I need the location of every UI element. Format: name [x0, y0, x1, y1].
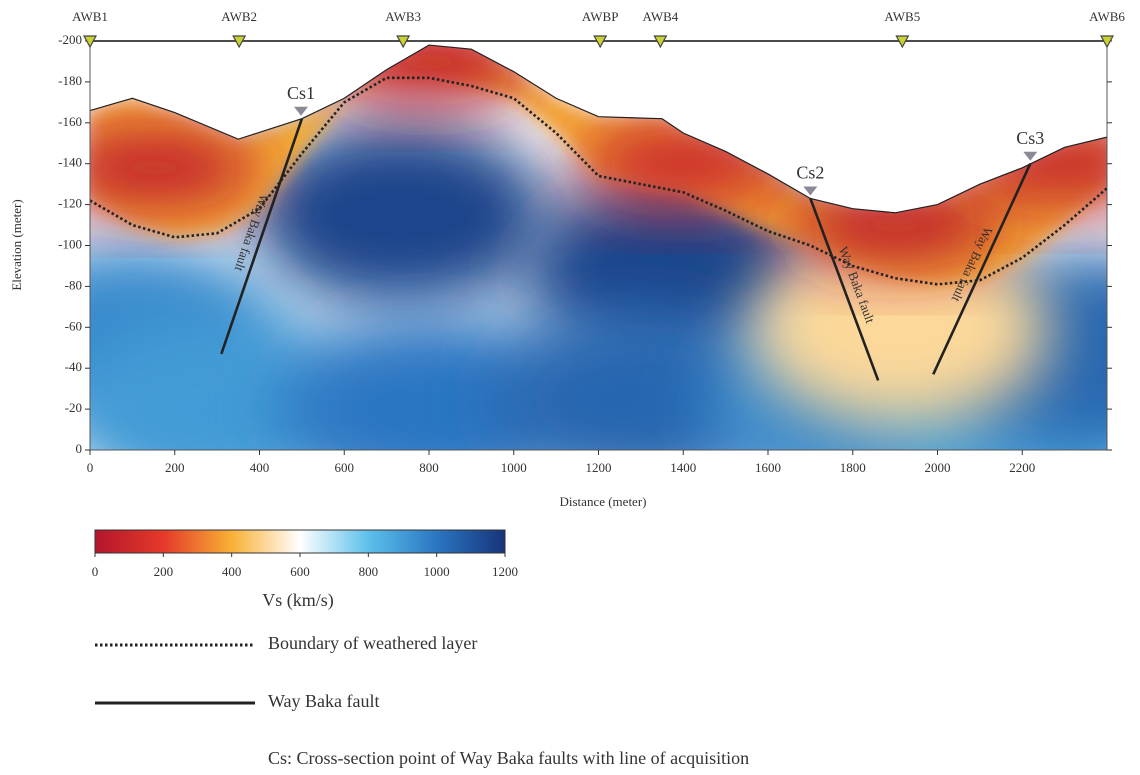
- legend-label: Way Baka fault: [268, 691, 380, 711]
- colorbar-tick-label: 0: [92, 564, 99, 579]
- station-marker: [653, 35, 668, 49]
- y-tick-label: -60: [65, 318, 82, 333]
- colorbar-label: Vs (km/s): [262, 590, 334, 611]
- x-tick-label: 1600: [755, 460, 781, 475]
- station-label: AWB4: [642, 9, 678, 24]
- y-tick-label: -100: [58, 236, 82, 251]
- vs-anomaly: [573, 118, 794, 209]
- cs-marker: [1023, 151, 1038, 161]
- colorbar-tick-label: 400: [222, 564, 242, 579]
- colorbar: [94, 529, 506, 554]
- cs-label: Cs2: [796, 163, 824, 183]
- station-label: AWB2: [221, 9, 257, 24]
- colorbar-tick-label: 1200: [492, 564, 518, 579]
- fault-line: [809, 198, 880, 381]
- x-tick-label: 1000: [501, 460, 527, 475]
- station-label: AWBP: [582, 9, 619, 24]
- station-label: AWB3: [385, 9, 421, 24]
- x-tick-label: 1800: [840, 460, 866, 475]
- x-tick-label: 400: [250, 460, 270, 475]
- x-axis-label: Distance (meter): [560, 494, 647, 509]
- fault-line: [932, 163, 1032, 375]
- x-tick-label: 600: [335, 460, 355, 475]
- y-tick-label: -80: [65, 277, 82, 292]
- x-tick-label: 2000: [925, 460, 951, 475]
- x-tick-label: 1400: [670, 460, 696, 475]
- station-marker: [396, 35, 411, 49]
- y-tick-label: -160: [58, 114, 82, 129]
- y-tick-label: -20: [65, 400, 82, 415]
- colorbar-tick-label: 600: [290, 564, 310, 579]
- colorbar-tick-label: 800: [359, 564, 379, 579]
- cs-label: Cs1: [287, 83, 315, 103]
- note: Cs: Cross-section point of Way Baka faul…: [268, 748, 749, 768]
- vs-anomaly: [90, 122, 264, 213]
- x-tick-label: 2200: [1009, 460, 1035, 475]
- y-tick-label: -120: [58, 196, 82, 211]
- x-tick-label: 200: [165, 460, 185, 475]
- y-tick-label: -140: [58, 155, 82, 170]
- y-tick-label: -180: [58, 73, 82, 88]
- y-axis-label: Elevation (meter): [9, 199, 24, 290]
- vs-anomaly: [90, 314, 368, 451]
- x-tick-label: 0: [87, 460, 94, 475]
- station-label: AWB5: [884, 9, 920, 24]
- fault-line: [220, 118, 304, 355]
- cs-marker: [294, 106, 309, 116]
- x-tick-label: 1200: [586, 460, 612, 475]
- y-tick-label: -40: [65, 359, 82, 374]
- colorbar-tick-label: 1000: [424, 564, 450, 579]
- station-marker: [82, 35, 98, 49]
- x-tick-label: 800: [419, 460, 439, 475]
- cs-marker: [803, 186, 818, 196]
- cs-label: Cs3: [1016, 128, 1044, 148]
- surface-line: [89, 44, 1108, 214]
- y-tick-label: -200: [58, 32, 82, 47]
- station-marker: [1099, 35, 1115, 49]
- station-marker: [593, 35, 608, 49]
- station-label: AWB1: [72, 9, 108, 24]
- station-marker: [895, 35, 910, 49]
- colorbar-tick-label: 200: [154, 564, 174, 579]
- vs-anomaly: [250, 119, 551, 310]
- y-tick-label: 0: [76, 441, 83, 456]
- station-marker: [232, 35, 247, 49]
- station-label: AWB6: [1089, 9, 1125, 24]
- legend-label: Boundary of weathered layer: [268, 633, 477, 653]
